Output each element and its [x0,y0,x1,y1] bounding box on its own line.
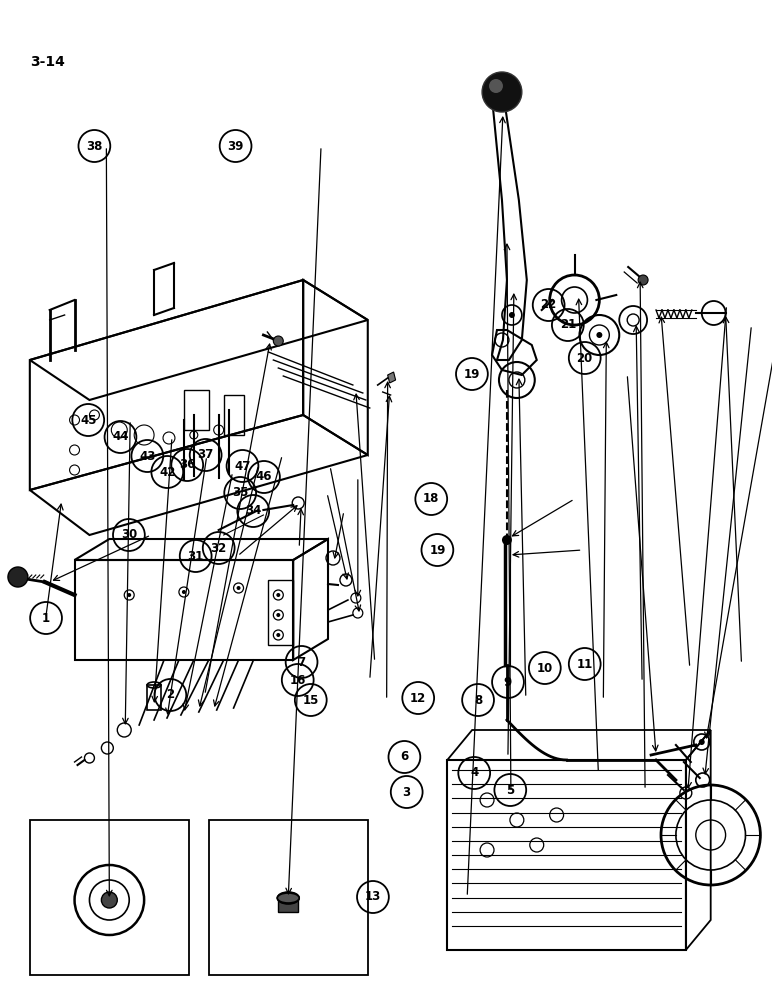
Text: 22: 22 [540,298,557,312]
Text: 2: 2 [166,688,174,702]
Text: 21: 21 [560,318,576,332]
Text: 20: 20 [577,352,593,364]
Text: 34: 34 [245,504,262,518]
Circle shape [502,535,512,545]
Text: 11: 11 [577,658,593,670]
Circle shape [276,613,280,617]
Text: 32: 32 [211,542,227,554]
Text: 38: 38 [86,139,103,152]
Text: 44: 44 [112,430,129,444]
Ellipse shape [277,893,300,903]
Ellipse shape [277,892,300,904]
Text: 8: 8 [474,694,482,706]
Circle shape [101,892,117,908]
Text: 47: 47 [234,460,251,473]
Circle shape [489,79,503,93]
Bar [30,820,189,975]
Text: 3: 3 [403,786,411,798]
Text: 10: 10 [537,662,553,674]
Text: 36: 36 [179,458,195,472]
Text: 16: 16 [290,674,306,686]
Text: 39: 39 [228,139,244,152]
Text: 30: 30 [120,528,137,542]
Circle shape [8,567,28,587]
Circle shape [127,593,131,597]
Polygon shape [388,372,395,383]
Circle shape [638,275,648,285]
Text: 42: 42 [159,466,175,479]
Text: 1: 1 [42,611,50,624]
Text: 5: 5 [506,784,514,796]
Circle shape [509,312,515,318]
Text: 3-14: 3-14 [30,55,65,69]
Text: 37: 37 [198,448,214,462]
Text: 18: 18 [423,492,439,506]
Circle shape [273,336,283,346]
Text: 9: 9 [504,676,512,688]
Text: 46: 46 [256,471,273,484]
Text: 4: 4 [470,766,479,780]
Circle shape [236,586,241,590]
Text: 12: 12 [410,692,426,704]
Circle shape [276,633,280,637]
Circle shape [182,590,186,594]
Text: 45: 45 [80,414,96,426]
Text: 19: 19 [429,544,445,556]
Text: 6: 6 [400,750,408,764]
Text: 31: 31 [188,550,204,562]
Circle shape [699,739,705,745]
Text: 35: 35 [232,487,249,499]
Circle shape [482,72,522,112]
Bar [279,898,298,912]
Bar [208,820,367,975]
Text: 13: 13 [365,890,381,904]
Bar [147,685,161,710]
Text: 15: 15 [303,694,319,706]
Circle shape [597,332,602,338]
Circle shape [276,593,280,597]
Text: 43: 43 [139,450,155,462]
Text: 19: 19 [464,367,480,380]
Text: 7: 7 [297,656,306,668]
